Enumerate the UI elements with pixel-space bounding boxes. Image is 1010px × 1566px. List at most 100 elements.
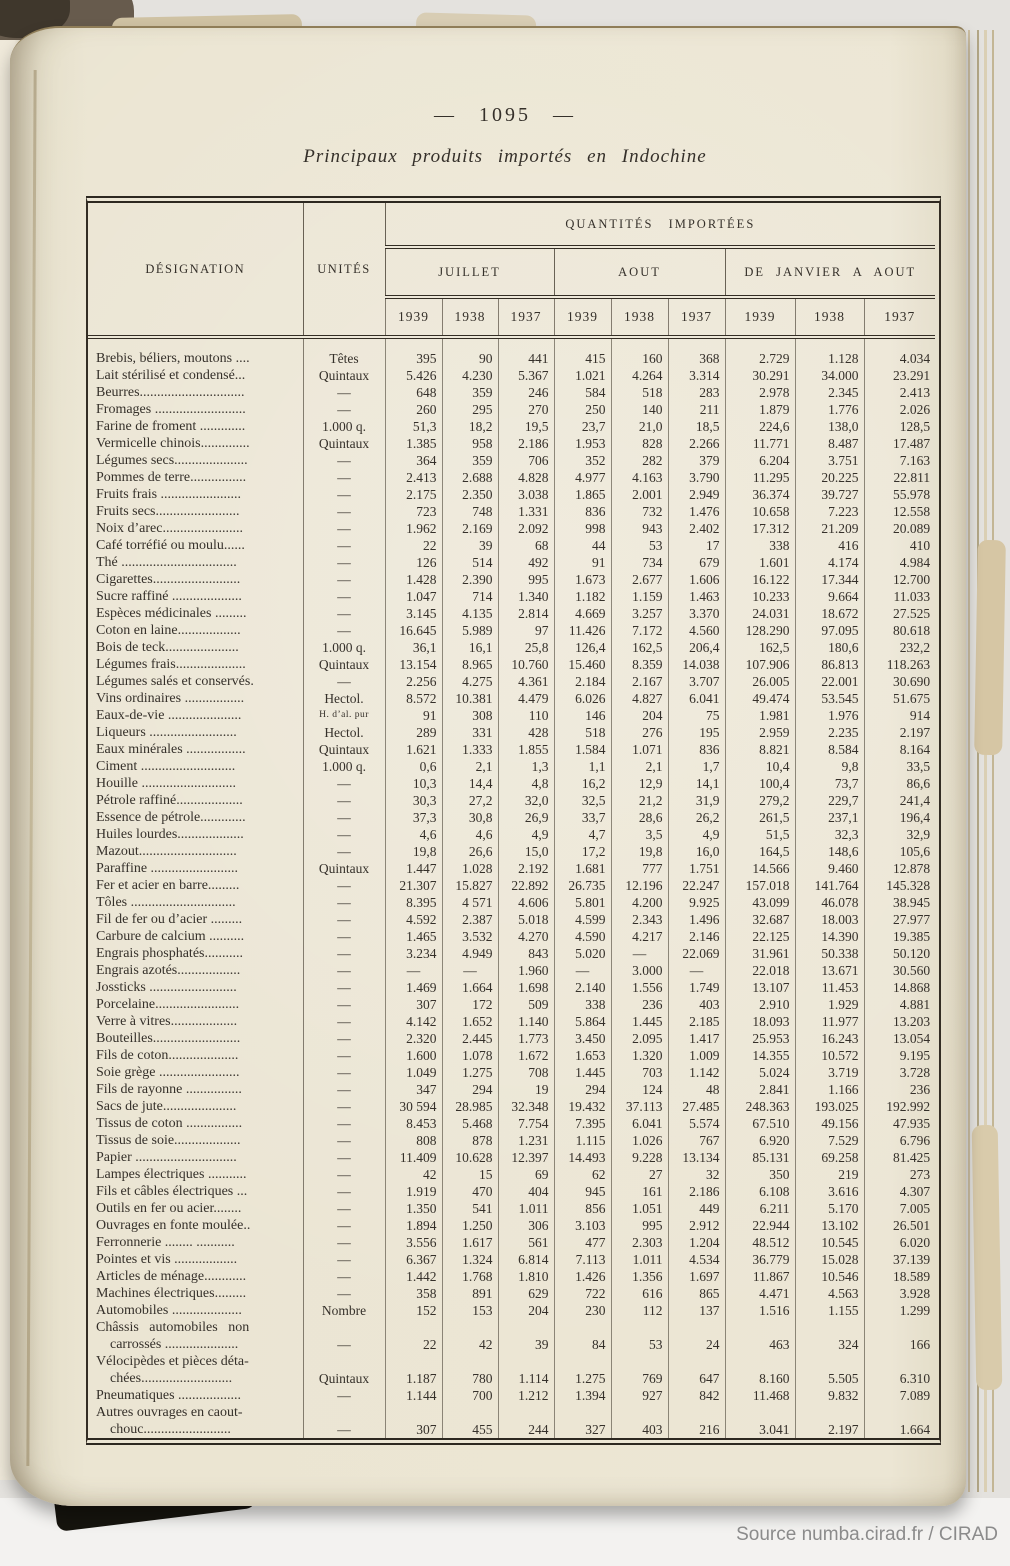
value-cell: 4.264 <box>610 367 668 384</box>
value-cell: 2.320 <box>384 1030 442 1047</box>
product-label: Pommes de terre................ <box>96 470 247 485</box>
value-cell: 9.228 <box>610 1149 668 1166</box>
value-cell: 1.697 <box>667 1268 725 1285</box>
product-label: Vins ordinaires ................. <box>96 691 245 706</box>
value-cell: 17.344 <box>794 571 864 588</box>
value-cell: 5.989 <box>441 622 498 639</box>
value-cell: 1.155 <box>794 1302 864 1319</box>
value-cell: 260 <box>384 401 442 418</box>
unit-cell: — <box>302 554 385 571</box>
product-label: Engrais phosphatés........... <box>96 946 243 961</box>
value-cell: 836 <box>667 741 725 758</box>
value-cell: 7.172 <box>610 622 668 639</box>
value-cell: 1.385 <box>384 435 442 452</box>
table-row: Huiles lourdes................... —4,6 4,6… <box>88 826 936 843</box>
value-cell: 1.324 <box>441 1251 498 1268</box>
product-label: Farine de froment ............. <box>96 419 246 434</box>
value-cell: 1.445 <box>553 1064 611 1081</box>
value-cell: 27.485 <box>667 1098 725 1115</box>
value-cell: 33,7 <box>553 809 611 826</box>
value-cell: 7.529 <box>794 1132 864 1149</box>
value-cell: 1.144 <box>384 1387 442 1404</box>
value-cell: 2.146 <box>667 928 725 945</box>
value-cell: 32,0 <box>497 792 554 809</box>
value-cell: 36,1 <box>384 639 442 656</box>
value-cell: 943 <box>610 520 668 537</box>
value-cell: 146 <box>553 707 611 724</box>
value-cell: 1.976 <box>794 707 864 724</box>
unit-cell: Quintaux <box>302 741 385 758</box>
value-cell: 124 <box>610 1081 668 1098</box>
value-cell: 958 <box>441 435 498 452</box>
value-cell: 160 <box>610 337 668 367</box>
value-cell: 1.021 <box>553 367 611 384</box>
value-cell: 1.299 <box>863 1302 936 1319</box>
value-cell: 6.026 <box>553 690 611 707</box>
value-cell: 137 <box>667 1302 725 1319</box>
value-cell: 780 <box>441 1353 498 1387</box>
value-cell: 282 <box>610 452 668 469</box>
value-cell: 216 <box>667 1404 725 1438</box>
value-cell: 18,2 <box>441 418 498 435</box>
product-label: Carbure de calcium .......... <box>96 929 245 944</box>
table-row: Sacs de jute..................... —30 594… <box>88 1098 936 1115</box>
unit-cell: — <box>302 673 385 690</box>
value-cell: 118.263 <box>863 656 936 673</box>
unit-cell: — <box>302 1251 385 1268</box>
value-cell: 4.592 <box>384 911 442 928</box>
value-cell: 9,8 <box>794 758 864 775</box>
value-cell: 1.981 <box>724 707 795 724</box>
value-cell: 289 <box>384 724 442 741</box>
value-cell: 708 <box>497 1064 554 1081</box>
value-cell: 236 <box>863 1081 936 1098</box>
value-cell: 4.949 <box>441 945 498 962</box>
header-quantites-importees: QUANTITÉS IMPORTÉES <box>384 203 936 249</box>
unit-cell: — <box>302 605 385 622</box>
value-cell: 324 <box>794 1319 864 1353</box>
unit-cell: 1.000 q. <box>302 758 385 775</box>
unit-cell: — <box>302 520 385 537</box>
value-cell: 2.387 <box>441 911 498 928</box>
value-cell: 509 <box>497 996 554 1013</box>
header-year: 1937 <box>667 297 725 339</box>
value-cell: 162,5 <box>610 639 668 656</box>
table-row: Bouteilles......................... —2.32… <box>88 1030 936 1047</box>
value-cell: 561 <box>497 1234 554 1251</box>
value-cell: 19 <box>497 1081 554 1098</box>
value-cell: 24.031 <box>724 605 795 622</box>
product-label: Pneumatiques .................. <box>96 1388 242 1403</box>
value-cell: 1.810 <box>497 1268 554 1285</box>
value-cell: 10.546 <box>794 1268 864 1285</box>
unit-cell: — <box>302 1098 385 1115</box>
value-cell: 43.099 <box>724 894 795 911</box>
value-cell: 10.381 <box>441 690 498 707</box>
value-cell: 14.493 <box>553 1149 611 1166</box>
value-cell: 105,6 <box>863 843 936 860</box>
value-cell: 6.041 <box>667 690 725 707</box>
table-row: Ferronnerie ........ ........... —3.556 1.… <box>88 1234 936 1251</box>
table-row: Café torréfié ou moulu...... —22 39 68 44 53 1… <box>88 537 936 554</box>
value-cell: 193.025 <box>794 1098 864 1115</box>
value-cell: 477 <box>553 1234 611 1251</box>
value-cell: 8.584 <box>794 741 864 758</box>
value-cell: 75 <box>667 707 725 724</box>
value-cell: 25,8 <box>497 639 554 656</box>
value-cell: 3.370 <box>667 605 725 622</box>
unit-cell: — <box>302 1183 385 1200</box>
value-cell: 1.428 <box>384 571 442 588</box>
value-cell: 11.295 <box>724 469 795 486</box>
product-label: Fruits frais ....................... <box>96 487 242 502</box>
product-label: Fils de coton.................... <box>96 1048 239 1063</box>
value-cell: 8.164 <box>863 741 936 758</box>
value-cell: 196,4 <box>863 809 936 826</box>
value-cell: 32,9 <box>863 826 936 843</box>
value-cell: 10,3 <box>384 775 442 792</box>
value-cell: 28,6 <box>610 809 668 826</box>
value-cell: 463 <box>724 1319 795 1353</box>
value-cell: 3,5 <box>610 826 668 843</box>
value-cell: 4.034 <box>863 337 936 367</box>
value-cell: 107.906 <box>724 656 795 673</box>
value-cell: 403 <box>667 996 725 1013</box>
value-cell: 998 <box>553 520 611 537</box>
value-cell: 843 <box>497 945 554 962</box>
